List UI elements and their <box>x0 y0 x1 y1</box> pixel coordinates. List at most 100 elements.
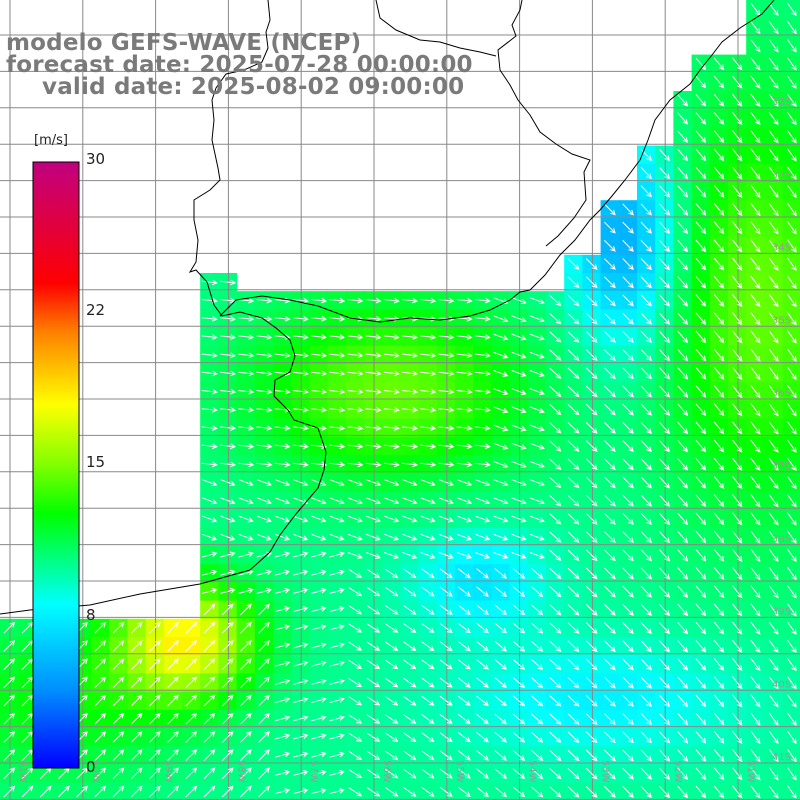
wind-arrow <box>112 658 125 670</box>
wind-arrow <box>640 767 652 780</box>
wind-arrow <box>604 549 616 562</box>
wind-arrow <box>274 642 291 649</box>
wind-arrow <box>622 403 634 416</box>
wind-arrow <box>658 348 670 362</box>
longitude-labels: 61W 60W 59W 58W 57W 56W 55W 54W 53W 52W 51W <box>17 760 756 783</box>
wind-arrow <box>256 388 273 395</box>
wind-arrow <box>604 604 616 616</box>
wind-arrow <box>493 442 509 450</box>
wind-arrow <box>439 568 453 579</box>
wind-arrow <box>202 515 218 523</box>
wind-arrow <box>732 585 743 599</box>
wind-arrow <box>476 750 489 761</box>
wind-arrow <box>130 658 143 670</box>
wind-arrow <box>58 785 70 798</box>
wind-arrow <box>695 221 707 235</box>
wind-arrow <box>750 749 761 763</box>
wind-arrow <box>658 512 670 526</box>
wind-arrow <box>768 385 779 399</box>
wind-arrow <box>695 549 707 562</box>
wind-arrow <box>604 658 616 671</box>
wind-arrow <box>476 786 489 798</box>
wind-arrow <box>786 621 797 635</box>
wind-arrow <box>549 531 562 543</box>
wind-arrow <box>365 497 382 505</box>
wind-arrow <box>420 406 437 413</box>
wind-arrow <box>622 221 634 234</box>
wind-arrow <box>292 370 309 377</box>
wind-arrow <box>658 676 670 689</box>
wind-arrow <box>768 694 779 708</box>
wind-arrow <box>768 166 779 180</box>
wind-arrow <box>476 568 489 579</box>
wind-arrow <box>310 461 328 468</box>
wind-arrow <box>365 515 382 523</box>
wind-arrow <box>622 367 634 380</box>
wind-arrow <box>384 479 400 487</box>
wind-arrow <box>403 586 417 597</box>
wind-arrow <box>456 443 473 450</box>
wind-arrow <box>530 786 544 798</box>
wind-arrow <box>274 606 291 613</box>
wind-arrow <box>768 767 779 781</box>
wind-arrow <box>732 184 743 198</box>
wind-arrow <box>786 748 797 763</box>
wind-arrow <box>768 330 779 344</box>
wind-arrow <box>3 785 16 798</box>
wind-arrow <box>219 370 237 377</box>
wind-arrow <box>713 385 725 398</box>
wind-arrow <box>493 515 509 523</box>
wind-arrow <box>292 315 309 322</box>
wind-arrow <box>384 604 399 615</box>
wind-arrow <box>750 130 761 144</box>
wind-arrow <box>549 567 562 580</box>
wind-arrow <box>348 659 363 669</box>
wind-arrow <box>274 515 291 523</box>
wind-arrow <box>112 749 125 761</box>
wind-arrow <box>549 313 562 325</box>
wind-arrow <box>219 425 237 431</box>
wind-arrow <box>695 439 707 453</box>
wind-arrow <box>732 366 743 380</box>
wind-arrow <box>112 767 125 780</box>
wind-arrow <box>347 552 363 559</box>
wind-arrow <box>274 497 291 505</box>
wind-arrow <box>3 694 16 707</box>
wind-arrow <box>677 676 689 690</box>
wind-arrow <box>494 786 508 798</box>
wind-arrow <box>39 785 52 798</box>
wind-arrow <box>604 567 616 580</box>
wind-arrow <box>293 515 309 523</box>
wind-arrow <box>456 297 473 304</box>
wind-arrow <box>329 425 346 431</box>
wind-arrow <box>677 476 689 489</box>
wind-arrow <box>112 731 125 743</box>
wind-arrow <box>622 440 634 453</box>
wind-arrow <box>310 334 328 340</box>
wind-arrow <box>695 185 707 198</box>
wind-arrow <box>112 676 125 689</box>
wind-arrow <box>567 731 580 744</box>
wind-arrow <box>658 549 670 562</box>
wind-arrow <box>713 239 725 253</box>
wind-arrow <box>347 497 363 505</box>
wind-arrow <box>365 388 382 395</box>
wind-arrow <box>750 348 761 362</box>
wind-arrow <box>256 297 273 304</box>
wind-arrow <box>185 767 198 780</box>
wind-arrow <box>732 439 743 453</box>
wind-arrow <box>768 203 779 217</box>
wind-arrow <box>457 750 471 761</box>
wind-arrow <box>292 697 309 704</box>
longitude-label: 57W <box>308 760 319 783</box>
wind-arrow <box>475 552 491 559</box>
wind-arrow <box>640 622 652 635</box>
wind-arrow <box>585 440 598 452</box>
wind-arrow <box>713 658 725 671</box>
wind-arrow <box>347 479 363 487</box>
wind-arrow <box>604 312 616 325</box>
wind-arrow <box>203 731 216 743</box>
wind-arrow <box>238 315 255 322</box>
wind-arrow <box>658 530 670 544</box>
wind-arrow <box>530 658 544 670</box>
